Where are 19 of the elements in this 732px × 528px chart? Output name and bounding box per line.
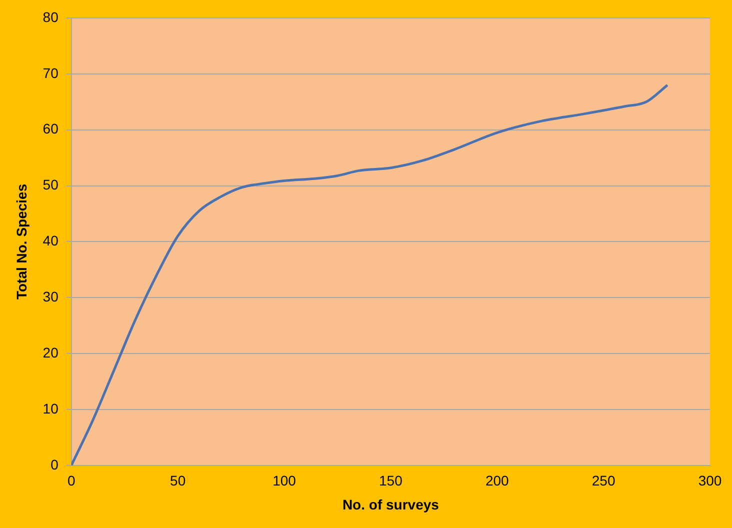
x-tick-label: 200: [485, 472, 510, 489]
x-axis-title: No. of surveys: [342, 496, 440, 512]
y-tick-label: 20: [42, 344, 59, 360]
y-tick-label: 10: [42, 400, 59, 416]
y-tick-label: 80: [42, 8, 59, 25]
x-tick-label: 0: [67, 472, 76, 489]
y-tick-label: 60: [42, 120, 59, 137]
y-tick-label: 50: [42, 176, 59, 193]
x-tick-label: 50: [170, 472, 186, 489]
y-tick-label: 30: [42, 288, 59, 304]
y-tick-label: 70: [42, 64, 59, 81]
x-tick-label: 250: [592, 472, 616, 489]
y-tick-label: 40: [42, 232, 59, 249]
x-tick-label: 100: [272, 472, 296, 489]
line-series: [71, 84, 669, 466]
y-tick-label: 0: [50, 456, 59, 472]
x-tick-label: 150: [379, 472, 403, 489]
y-axis-title: Total No. Species: [13, 184, 30, 300]
x-tick-label: 300: [698, 472, 722, 489]
